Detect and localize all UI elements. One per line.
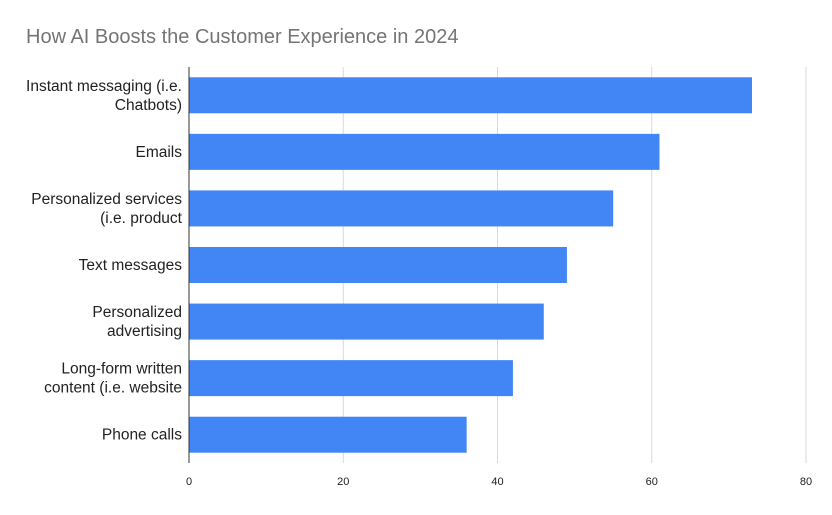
x-tick-label: 20 [337, 476, 349, 488]
x-tick-label: 80 [800, 476, 812, 488]
x-tick-label: 40 [491, 476, 503, 488]
bar [189, 133, 660, 170]
chart-title: How AI Boosts the Customer Experience in… [26, 26, 459, 48]
category-label: Phone calls [102, 427, 182, 444]
bar [189, 416, 467, 453]
category-label: Instant messaging (i.e. [26, 78, 182, 95]
bar [189, 190, 614, 227]
category-label: Text messages [79, 257, 183, 274]
x-tick-label: 0 [186, 476, 192, 488]
bar [189, 247, 567, 283]
bar [189, 303, 544, 340]
category-label: Chatbots) [115, 97, 182, 114]
bar [189, 360, 513, 397]
category-label: (i.e. product [100, 210, 183, 227]
x-tick-label: 60 [646, 476, 658, 488]
bar [189, 77, 753, 114]
category-label: advertising [107, 323, 182, 340]
category-label: Personalized services [31, 191, 182, 208]
category-label: Emails [135, 144, 182, 161]
category-label: Personalized [92, 304, 182, 321]
category-label: Long-form written [61, 361, 182, 378]
category-label: content (i.e. website [44, 380, 182, 397]
